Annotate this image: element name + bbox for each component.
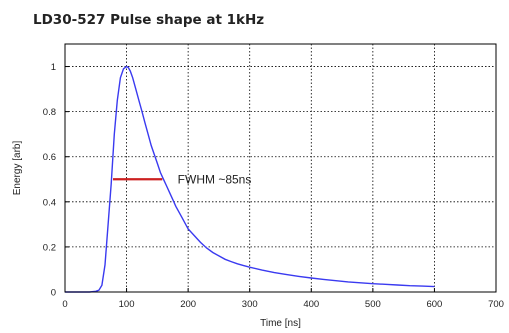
x-tick-label: 500 bbox=[365, 299, 381, 310]
y-tick-label: 0.2 bbox=[43, 242, 56, 253]
fwhm-annotation: FWHM ~85ns bbox=[178, 172, 252, 186]
x-tick-label: 600 bbox=[426, 299, 442, 310]
x-axis-ticks: 0 100 200 300 400 500 600 700 bbox=[62, 288, 504, 310]
x-tick-label: 100 bbox=[119, 299, 135, 310]
x-tick-label: 0 bbox=[62, 299, 67, 310]
y-tick-label: 1 bbox=[51, 62, 56, 73]
y-tick-label: 0.6 bbox=[43, 152, 56, 163]
y-axis-label: Energy [arb] bbox=[12, 141, 23, 196]
x-tick-label: 200 bbox=[180, 299, 196, 310]
grid bbox=[65, 44, 496, 292]
y-tick-label: 0.4 bbox=[43, 197, 56, 208]
x-axis-label: Time [ns] bbox=[260, 318, 301, 329]
plot-frame bbox=[64, 43, 497, 293]
chart-title: LD30-527 Pulse shape at 1kHz bbox=[33, 12, 264, 28]
y-tick-label: 0.8 bbox=[43, 107, 56, 118]
x-tick-label: 300 bbox=[242, 299, 258, 310]
x-tick-label: 700 bbox=[488, 299, 504, 310]
pulse-series-line bbox=[65, 65, 435, 293]
x-tick-label: 400 bbox=[303, 299, 319, 310]
y-tick-label: 0 bbox=[51, 288, 56, 299]
